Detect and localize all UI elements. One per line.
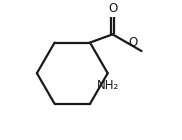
Text: O: O (128, 36, 138, 49)
Text: NH₂: NH₂ (97, 79, 120, 92)
Text: O: O (108, 2, 117, 15)
